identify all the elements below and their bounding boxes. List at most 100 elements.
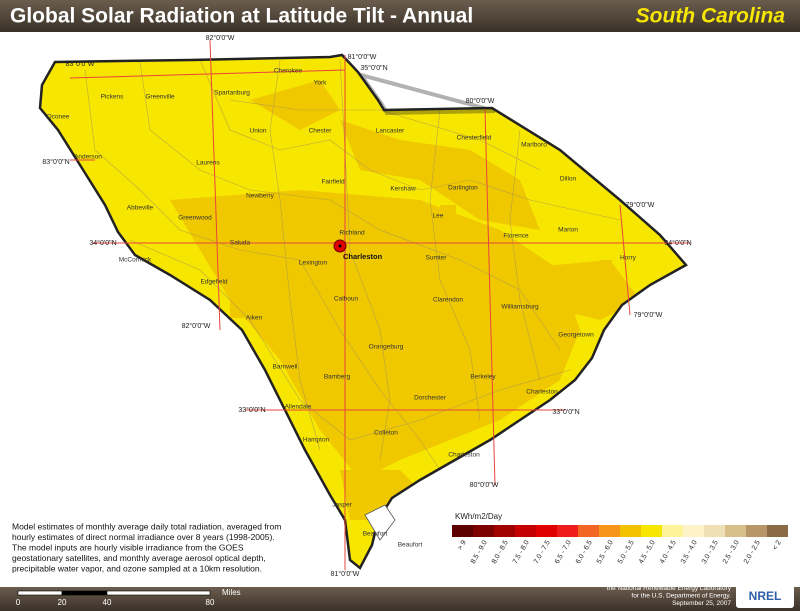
county-label: Georgetown <box>558 332 594 339</box>
county-label: Colleton <box>374 430 398 437</box>
graticule-label: 83°0'0"W <box>66 60 95 68</box>
county-label: Oconee <box>47 114 70 121</box>
scale-bar: 0 20 40 80 Miles <box>16 588 241 607</box>
graticule-label: 80°0'0"W <box>466 97 495 105</box>
city-label: Charleston <box>343 252 383 261</box>
county-label: Hampton <box>303 437 330 444</box>
graticule-label: 82°0'0"W <box>206 34 235 42</box>
lon-line <box>484 109 496 486</box>
county-label: Lee <box>433 213 444 220</box>
county-label: McCormick <box>119 257 152 264</box>
legend-swatch <box>662 525 683 537</box>
county-label: Allendale <box>285 404 312 411</box>
graticule-label: 82°0'0"W <box>182 322 211 330</box>
credit-line: the National Renewable Energy Laboratory <box>607 585 732 592</box>
graticule-label: 79°0'0"W <box>634 311 663 319</box>
credit-line: This map was produced by <box>653 578 731 585</box>
scale-label: 80 <box>206 598 215 607</box>
description-line: The model inputs are hourly visible irra… <box>12 542 244 552</box>
county-label: Fairfield <box>321 179 345 186</box>
graticule-label: 35°0'0"N <box>360 64 387 72</box>
county-label: Charleston <box>448 452 480 459</box>
legend-label: < 2 <box>772 539 783 551</box>
city-marker-center <box>338 244 342 248</box>
graticule-label: 34°0'0"N <box>89 239 116 247</box>
county-label: Marion <box>558 227 578 234</box>
county-label: Beaufort <box>398 542 423 549</box>
county-label: Newberry <box>246 193 275 200</box>
county-label: Calhoun <box>334 296 359 303</box>
county-label: Spartanburg <box>214 90 250 97</box>
legend-swatch <box>557 525 578 537</box>
scale-unit: Miles <box>222 588 241 597</box>
county-label: Lexington <box>299 260 328 267</box>
description-line: geostationary satellites, and monthly av… <box>12 553 266 563</box>
scale-segment <box>17 590 63 596</box>
county-label: Marlboro <box>521 142 547 149</box>
scale-segment <box>61 590 108 596</box>
credit-line: for the U.S. Department of Energy. <box>631 593 731 600</box>
county-label: Dillon <box>560 176 577 183</box>
county-label: York <box>314 80 328 87</box>
legend-swatch <box>494 525 515 537</box>
legend-label: > 9 <box>457 539 468 551</box>
county-label: Florence <box>503 233 529 240</box>
scale-label: 40 <box>103 598 112 607</box>
legend-swatch <box>536 525 557 537</box>
legend-swatch <box>452 525 473 537</box>
state-name: South Carolina <box>636 5 786 28</box>
county-label: Edgefield <box>200 279 227 286</box>
logo-box <box>736 584 794 608</box>
logo: NREL <box>749 589 782 603</box>
lon-line <box>619 204 631 316</box>
island <box>364 504 396 541</box>
graticule-lines <box>69 39 690 570</box>
lon-line <box>209 39 221 331</box>
header-bar <box>0 0 800 32</box>
graticule-label: 33°0'0"N <box>238 406 265 414</box>
graticule-label: 83°0'0"N <box>42 158 69 166</box>
outline-shadow <box>356 71 496 116</box>
county-label: Richland <box>339 230 365 237</box>
county-label: Orangeburg <box>369 344 404 351</box>
county-label: Charleston <box>526 389 558 396</box>
legend-swatch <box>515 525 536 537</box>
scale-segment <box>106 590 211 596</box>
legend-swatch <box>746 525 767 537</box>
county-label: Anderson <box>74 154 102 161</box>
county-label: Chester <box>309 128 333 135</box>
county-label: Darlington <box>448 185 478 192</box>
description: Model estimates of monthly average daily… <box>12 521 281 573</box>
county-label: Union <box>250 128 267 135</box>
county-label: Beaufort <box>363 531 388 538</box>
credit-line: September 25, 2007 <box>672 600 731 607</box>
description-line: hourly estimates of direct normal irradi… <box>12 532 275 542</box>
description-line: precipitable water vapor, and ozone samp… <box>12 563 262 573</box>
county-label: Aiken <box>246 315 263 322</box>
state-outline <box>38 53 688 570</box>
county-label: Berkeley <box>470 374 496 381</box>
county-label: Barnwell <box>273 364 298 371</box>
county-label: Sumter <box>426 255 448 262</box>
legend-swatch <box>725 525 746 537</box>
county-label: Dorchester <box>414 395 447 402</box>
legend-swatch <box>578 525 599 537</box>
county-label: Pickens <box>101 94 125 101</box>
graticule-label: 81°0'0"W <box>331 570 360 578</box>
legend-swatch <box>767 525 788 537</box>
county-label: Clarendon <box>433 297 463 304</box>
county-label: Horry <box>620 255 637 262</box>
lat-line <box>69 69 346 79</box>
legend-title: KWh/m2/Day <box>455 512 502 521</box>
county-label: Laurens <box>196 160 220 167</box>
graticule-label: 33°0'0"N <box>552 408 579 416</box>
map: Charleston 82°0'0"W 81°0'0"W 35°0'0"N 83°0'… <box>38 34 692 578</box>
description-line: Model estimates of monthly average daily… <box>12 521 281 531</box>
county-label: Cherokee <box>274 68 303 75</box>
county-label: Abbeville <box>127 205 154 212</box>
title: Global Solar Radiation at Latitude Tilt … <box>10 5 473 28</box>
legend-swatch <box>704 525 725 537</box>
legend-swatch <box>641 525 662 537</box>
